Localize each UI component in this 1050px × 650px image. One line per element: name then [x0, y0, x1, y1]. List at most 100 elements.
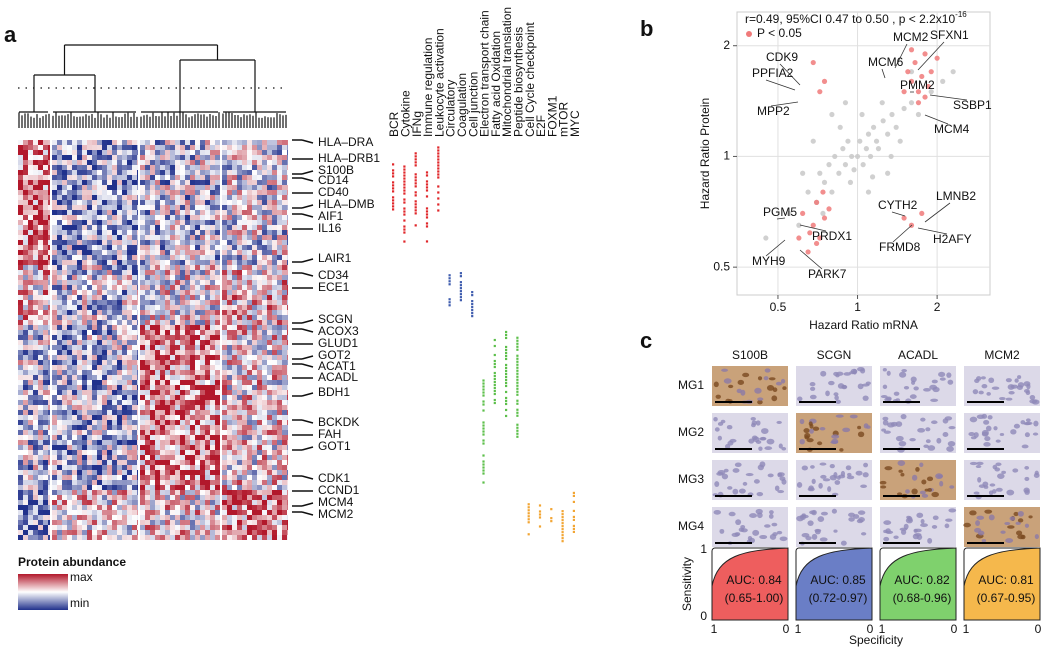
heatmap-cell: [237, 480, 242, 485]
heatmap-cell: [242, 415, 247, 420]
heatmap-cell: [72, 520, 77, 525]
heatmap-cell: [72, 400, 77, 405]
heatmap-cell: [237, 260, 242, 265]
heatmap-cell: [117, 345, 122, 350]
group-label: MG1: [678, 378, 704, 392]
heatmap-cell: [170, 250, 175, 255]
heatmap-cell: [222, 185, 227, 190]
heatmap-cell: [28, 195, 33, 200]
heatmap-cell: [112, 235, 117, 240]
heatmap-cell: [185, 300, 190, 305]
heatmap-cell: [272, 460, 277, 465]
heatmap-cell: [87, 145, 92, 150]
heatmap-cell: [52, 350, 57, 355]
heatmap-cell: [52, 175, 57, 180]
heatmap-cell: [242, 335, 247, 340]
heatmap-cell: [190, 515, 195, 520]
heatmap-cell: [145, 490, 150, 495]
heatmap-cell: [62, 465, 67, 470]
heatmap-cell: [277, 200, 282, 205]
heatmap-cell: [67, 365, 72, 370]
heatmap-cell: [210, 190, 215, 195]
heatmap-cell: [210, 420, 215, 425]
heatmap-cell: [18, 425, 23, 430]
heatmap-cell: [170, 230, 175, 235]
heatmap-cell: [82, 365, 87, 370]
heatmap-cell: [282, 405, 287, 410]
heatmap-cell: [38, 365, 43, 370]
heatmap-cell: [77, 270, 82, 275]
pathway-hit: [482, 481, 484, 483]
heatmap-cell: [175, 535, 180, 540]
heatmap-cell: [247, 265, 252, 270]
heatmap-cell: [82, 330, 87, 335]
heatmap-cell: [200, 240, 205, 245]
heatmap-cell: [145, 390, 150, 395]
heatmap-cell: [23, 325, 28, 330]
heatmap-cell: [155, 255, 160, 260]
heatmap-cell: [287, 530, 288, 535]
heatmap-cell: [190, 250, 195, 255]
heatmap-cell: [48, 405, 50, 410]
heatmap-cell: [57, 335, 62, 340]
heatmap-cell: [267, 235, 272, 240]
heatmap-cell: [72, 445, 77, 450]
heatmap-cell: [145, 430, 150, 435]
heatmap-cell: [155, 325, 160, 330]
heatmap-cell: [62, 230, 67, 235]
heatmap-cell: [92, 180, 97, 185]
pathway-hit: [516, 379, 518, 381]
heatmap-cell: [67, 170, 72, 175]
heatmap-cell: [232, 525, 237, 530]
x-tick-label: 0.5: [770, 300, 787, 314]
heatmap-cell: [87, 155, 92, 160]
heatmap-cell: [195, 285, 200, 290]
heatmap-cell: [205, 300, 210, 305]
heatmap-cell: [170, 535, 175, 540]
heatmap-cell: [18, 460, 23, 465]
heatmap-cell: [92, 470, 97, 475]
heatmap-cell: [23, 155, 28, 160]
heatmap-cell: [257, 415, 262, 420]
heatmap-cell: [112, 165, 117, 170]
heatmap-cell: [122, 180, 127, 185]
heatmap-cell: [132, 365, 137, 370]
heatmap-cell: [43, 365, 48, 370]
heatmap-cell: [112, 205, 117, 210]
pathway-hit: [403, 165, 405, 167]
heatmap-cell: [112, 410, 117, 415]
heatmap-cell: [150, 150, 155, 155]
heatmap-cell: [77, 185, 82, 190]
heatmap-cell: [145, 250, 150, 255]
y-axis-label: Hazard Ratio Protein: [698, 98, 712, 209]
heatmap-cell: [132, 345, 137, 350]
heatmap-cell: [200, 465, 205, 470]
heatmap-cell: [150, 440, 155, 445]
heatmap-cell: [242, 520, 247, 525]
heatmap-cell: [122, 310, 127, 315]
heatmap-cell: [257, 370, 262, 375]
heatmap-cell: [112, 200, 117, 205]
heatmap-cell: [252, 170, 257, 175]
heatmap-cell: [180, 325, 185, 330]
heatmap-cell: [18, 495, 23, 500]
heatmap-cell: [43, 215, 48, 220]
heatmap-cell: [227, 320, 232, 325]
heatmap-cell: [227, 505, 232, 510]
heatmap-cell: [82, 375, 87, 380]
heatmap-cell: [43, 140, 48, 145]
pathway-hit: [403, 213, 405, 215]
heatmap-cell: [205, 490, 210, 495]
heatmap-cell: [127, 460, 132, 465]
heatmap-cell: [92, 250, 97, 255]
heatmap-cell: [137, 360, 138, 365]
heatmap-cell: [33, 305, 38, 310]
point: [840, 146, 845, 151]
pathway-hit: [528, 503, 530, 505]
heatmap-cell: [185, 515, 190, 520]
heatmap-cell: [82, 290, 87, 295]
heatmap-cell: [18, 175, 23, 180]
heatmap-cell: [82, 505, 87, 510]
heatmap-cell: [127, 410, 132, 415]
heatmap-cell: [38, 515, 43, 520]
